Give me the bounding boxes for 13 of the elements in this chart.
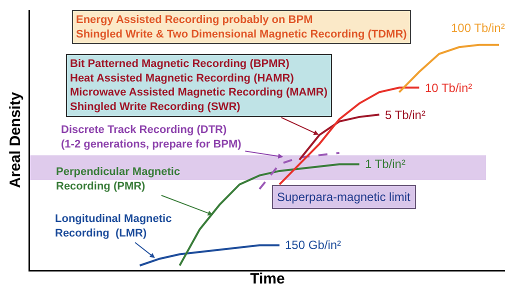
series-label: 5 Tb/in² [385,108,426,122]
series-label: 150 Gb/in² [285,238,342,252]
text: Energy Assisted Recording probably on BPM Shingled Write & Two Dimensional Magnetic Recording (TDMR) [76,14,408,40]
series-label: 100 Tb/in² [451,21,505,35]
annotation: Bit Patterned Magnetic Recording (BPMR) Heat Assisted Magnetic Recording (HAMR) Microwave Assisted Magnetic Recording (MAMR) Shingled Write Recording (SWR) [70,58,328,113]
series-label: 10 Tb/in² [425,81,472,95]
series-label: 1 Tb/in² [365,157,406,171]
y-axis-title: Areal Density [7,91,24,188]
annotation: Discrete Track Recording (DTR) (1-2 generations, prepare for BPM) [61,124,242,150]
annotation: Longitudinal Magnetic Recording (LMR) [55,213,172,240]
x-axis-title: Time [250,270,285,288]
annotation: Perpendicular Magnetic Recording (PMR) [56,166,180,192]
band-label: Superpara-magnetic limit [277,190,412,204]
